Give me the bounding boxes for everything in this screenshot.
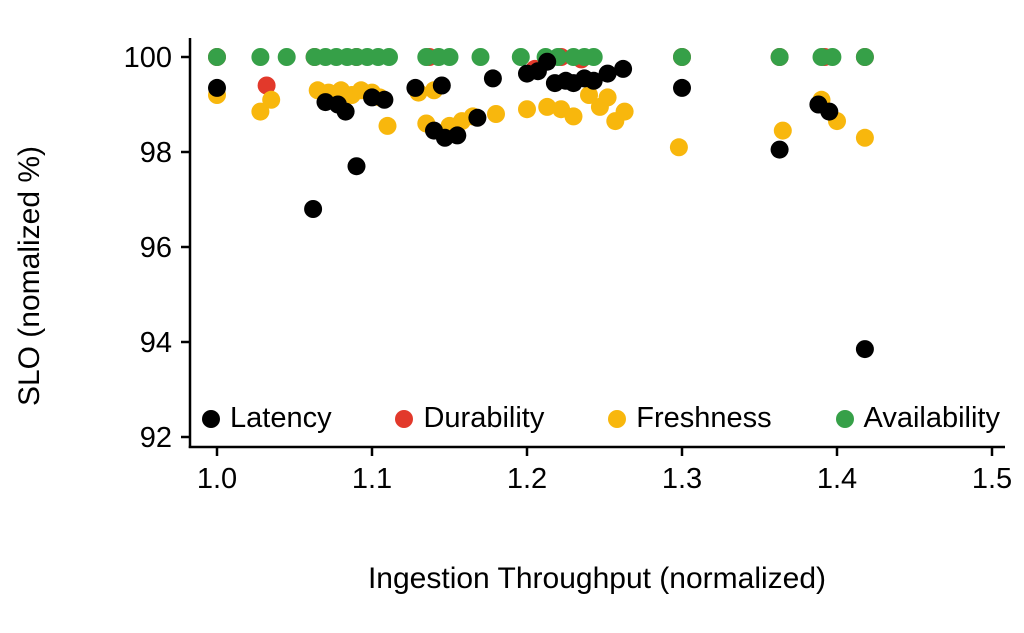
y-tick-label: 96 [140, 232, 172, 264]
x-tick-label: 1.5 [972, 463, 1012, 495]
y-tick-label: 92 [140, 422, 172, 454]
data-point-availability [823, 48, 842, 66]
legend-item-durability: Durability [395, 402, 544, 435]
data-point-freshness [518, 100, 536, 119]
legend: Latency Durability Freshness Availability [202, 402, 1000, 435]
y-tick-label: 100 [124, 42, 172, 74]
data-point-latency [770, 140, 789, 159]
data-point-latency [614, 59, 633, 78]
data-point-freshness [598, 88, 617, 107]
data-point-availability [673, 48, 691, 66]
data-point-latency [406, 78, 425, 97]
data-point-latency [855, 340, 874, 359]
legend-item-latency: Latency [202, 402, 332, 435]
data-point-latency [468, 108, 487, 127]
data-point-freshness [378, 116, 397, 135]
data-point-freshness [487, 105, 505, 123]
data-point-freshness [251, 102, 270, 121]
legend-item-freshness: Freshness [608, 402, 772, 435]
legend-label-latency: Latency [230, 402, 332, 434]
x-tick-label: 1.4 [817, 463, 857, 495]
x-tick-label: 1.3 [662, 463, 702, 495]
x-tick-label: 1.2 [507, 463, 547, 495]
data-point-latency [538, 52, 557, 71]
data-point-availability [440, 48, 459, 66]
data-point-latency [432, 76, 451, 95]
legend-label-availability: Availability [863, 402, 1000, 434]
x-axis-label: Ingestion Throughput (normalized) [367, 562, 827, 595]
data-point-latency [598, 64, 617, 83]
data-point-availability [770, 48, 789, 66]
data-point-durability [257, 76, 276, 95]
data-point-freshness [538, 97, 557, 116]
legend-label-durability: Durability [423, 402, 545, 434]
legend-label-freshness: Freshness [636, 402, 772, 434]
x-tick-label: 1.1 [352, 463, 392, 495]
data-point-latency [584, 71, 603, 90]
data-point-availability [584, 48, 603, 66]
data-point-latency [208, 78, 226, 97]
data-point-freshness [564, 107, 583, 126]
data-point-availability [855, 48, 874, 66]
data-point-freshness [669, 138, 688, 157]
data-point-latency [304, 200, 323, 218]
legend-dot-freshness [608, 409, 627, 428]
x-tick-label: 1.0 [197, 463, 237, 495]
data-point-availability [380, 48, 398, 66]
data-point-availability [471, 48, 490, 66]
legend-dot-availability [835, 409, 854, 428]
y-tick-label: 98 [140, 137, 172, 169]
legend-item-availability: Availability [835, 402, 1000, 435]
data-point-availability [251, 48, 270, 66]
legend-dot-latency [202, 409, 220, 428]
data-point-latency [448, 126, 467, 145]
data-point-freshness [262, 90, 281, 109]
data-point-latency [375, 90, 394, 109]
data-point-availability [417, 48, 436, 66]
data-point-latency [673, 78, 691, 97]
data-point-freshness [855, 128, 874, 147]
data-point-availability [277, 48, 296, 66]
data-point-freshness [773, 121, 792, 140]
data-point-latency [347, 157, 366, 176]
data-point-latency [483, 69, 502, 88]
data-point-latency [820, 102, 839, 121]
data-point-freshness [580, 86, 598, 104]
data-point-availability [208, 48, 226, 66]
data-point-availability [511, 48, 530, 66]
data-point-latency [336, 102, 355, 121]
data-point-freshness [615, 102, 634, 121]
legend-dot-durability [395, 409, 414, 428]
y-tick-label: 94 [140, 327, 172, 359]
